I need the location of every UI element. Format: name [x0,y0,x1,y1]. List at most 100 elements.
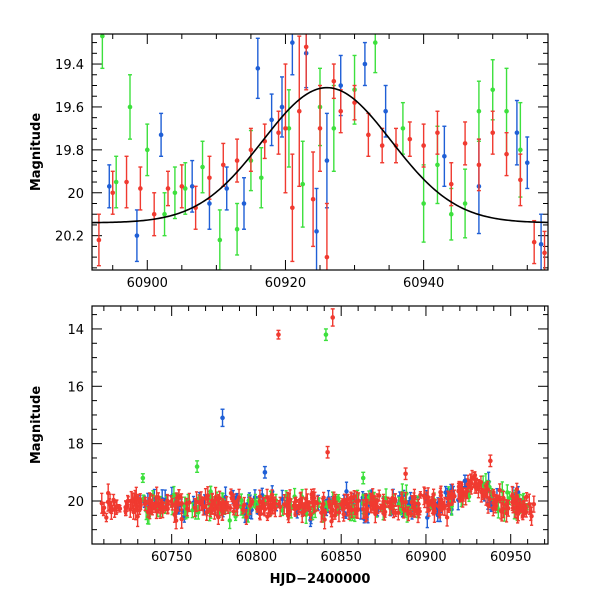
data-point-blue [279,76,285,138]
bottom-panel-frame [91,305,549,545]
data-point-red [474,477,479,491]
y-tick-label: 20 [67,495,84,510]
y-tick-label: 18 [67,438,84,453]
data-point-red [315,495,320,512]
x-tick-label: 60940 [403,276,444,291]
data-point-red [276,499,282,509]
data-point-red [435,110,440,155]
data-point-blue [290,34,295,76]
data-point-blue [442,125,447,188]
data-point-red [369,492,375,514]
data-point-red [329,502,334,515]
data-point-red [331,495,337,505]
data-point-red [104,512,109,523]
data-point-red [425,487,431,508]
data-point-red [153,498,159,514]
y-tick-label: 20.2 [55,230,84,245]
data-point-red [199,496,204,511]
data-point-red [287,489,293,511]
data-point-red [276,110,281,155]
data-point-blue [134,209,140,263]
data-point-red [310,151,316,248]
data-point-blue [269,93,274,147]
data-point-red [228,488,234,499]
data-point-green [217,209,223,270]
data-point-red [497,483,502,498]
data-point-green [172,166,178,220]
data-point-green [421,164,426,243]
y-tick-label: 19.4 [55,58,84,73]
data-point-red [150,494,155,513]
data-point-red [143,496,148,506]
data-point-red [450,483,455,505]
outlier-point-red [325,445,330,459]
x-tick-label: 60950 [490,550,531,565]
outlier-point-red [488,454,493,468]
data-point-red [111,493,116,507]
outlier-point-green [194,460,200,474]
outlier-point-red [403,467,408,481]
data-point-red [476,479,481,499]
data-point-red [379,127,385,164]
data-point-red [515,497,520,511]
data-point-red [130,492,135,510]
data-point-red [236,488,242,506]
data-point-red [296,501,301,516]
data-point-green [200,140,205,194]
data-point-red [531,495,537,513]
data-point-red [272,496,278,512]
data-point-red [356,492,361,510]
data-point-red [240,505,246,515]
data-point-red [101,508,106,517]
data-point-red [456,480,462,499]
data-point-blue [158,112,164,157]
data-point-red [378,503,383,513]
outlier-point-green [140,473,146,484]
data-point-green [490,59,496,121]
data-point-red [117,504,123,513]
data-point-red [165,170,171,207]
data-point-red [415,502,421,524]
data-point-blue [324,112,330,209]
bottom-panel-data [99,308,537,530]
data-point-blue [524,136,530,190]
data-point-red [393,508,398,518]
data-point-red [476,138,482,192]
data-point-red [302,498,308,510]
data-point-green [127,74,133,140]
data-point-red [124,155,129,209]
data-point-red [518,153,523,207]
data-point-red [283,63,288,194]
data-point-blue [362,41,368,87]
data-point-red [366,112,371,157]
top-panel: 60900 60920 60940 19.4 19.6 19.8 20 20.2 Magnit… [29,33,549,291]
data-point-blue [189,159,195,213]
data-point-red [514,482,520,496]
data-point-red [329,515,334,528]
top-panel-data [96,34,547,270]
data-point-blue [514,99,520,166]
x-tick-label: 60900 [405,550,446,565]
data-point-red [523,503,528,513]
data-point-red [132,489,138,507]
data-point-red [298,492,303,508]
data-point-red [399,493,404,508]
data-point-red [510,502,516,514]
data-point-red [524,492,529,502]
data-point-red [220,498,226,506]
data-point-red [296,35,302,188]
data-point-red [331,63,337,100]
data-point-blue [241,177,247,230]
data-point-green [227,511,232,530]
data-point-red [107,497,112,511]
data-point-red [401,500,406,519]
data-point-red [244,509,249,525]
data-point-red [345,494,350,505]
data-point-red [531,219,537,265]
outlier-point-blue [262,465,268,479]
top-panel-frame [91,33,549,271]
data-point-red [303,34,309,91]
data-point-red [340,498,346,515]
x-tick-label: 60800 [236,550,277,565]
data-point-red [172,506,177,523]
